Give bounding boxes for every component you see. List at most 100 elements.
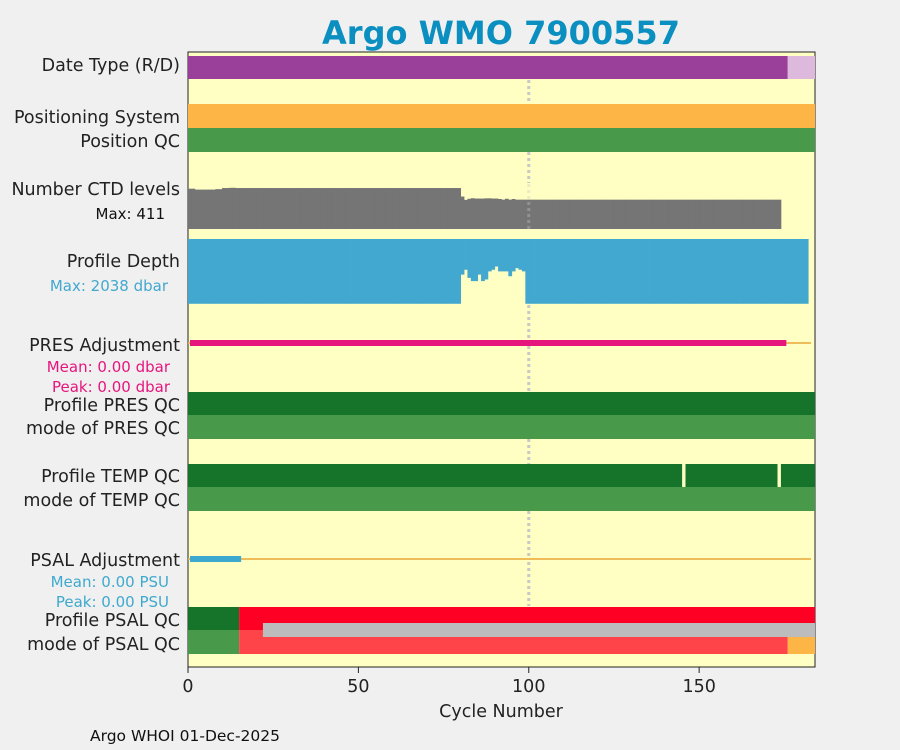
ctd-levels-bar (671, 199, 676, 229)
profile-depth-bar (630, 239, 635, 304)
profile-depth-bar (368, 239, 373, 304)
ctd-levels-bar (648, 199, 652, 229)
ctd-levels-bar (378, 188, 383, 229)
profile-depth-bar (365, 239, 370, 304)
profile-depth-bar (692, 239, 697, 304)
profile-depth-bar (228, 239, 233, 304)
profile_temp_qc-segment (780, 464, 815, 487)
date_type-label: Date Type (R/D) (42, 56, 180, 76)
profile-depth-bar (661, 239, 666, 304)
ctd-levels-bar (368, 188, 373, 229)
profile-depth-bar (566, 239, 571, 304)
profile-depth-bar (729, 239, 734, 304)
ctd-levels-bar (215, 189, 220, 229)
profile-depth-bar (535, 239, 540, 304)
ctd-levels-bar (300, 188, 305, 229)
profile-depth-bar (709, 239, 714, 304)
mode_temp_qc-label: mode of TEMP QC (23, 491, 180, 511)
profile-depth-bar (225, 239, 230, 304)
profile-depth-bar (774, 239, 778, 304)
profile-depth-bar (389, 239, 393, 304)
ctd-levels-bar (593, 199, 598, 229)
ctd-levels-bar (252, 188, 257, 229)
ctd-levels-bar (297, 188, 301, 229)
profile-depth-bar (194, 239, 199, 304)
ctd-levels-bar (341, 188, 346, 229)
ctd-levels-bar (348, 188, 352, 229)
profile-depth-bar (525, 239, 530, 304)
ctd-levels-max: Max: 411 (96, 205, 165, 223)
profile-depth-bar (218, 239, 223, 304)
ctd-levels-bar (307, 188, 312, 229)
ctd-levels-bar (446, 188, 451, 229)
profile-depth-bar (470, 239, 475, 282)
profile-depth-bar (511, 239, 516, 272)
profile-depth-bar (528, 239, 533, 304)
ctd-levels-bar (729, 199, 734, 229)
profile-depth-bar (671, 239, 676, 304)
profile-depth-bar (716, 239, 720, 304)
ctd-levels-bar (757, 199, 761, 229)
profile-depth-bar (416, 239, 421, 304)
x-tick-label: 50 (347, 677, 369, 697)
profile-depth-bar (259, 239, 264, 304)
profile-depth-bar (457, 239, 462, 304)
profile-depth-bar (620, 239, 625, 304)
ctd-levels-bar (201, 189, 206, 229)
ctd-levels-bar (337, 188, 342, 229)
x-tick-label: 100 (512, 677, 545, 697)
ctd-levels-bar (242, 188, 247, 229)
ctd-levels-bar (334, 188, 339, 229)
profile-depth-bar (579, 239, 584, 304)
profile-depth-bar (382, 239, 387, 304)
psal_adjustment-mean: Mean: 0.00 PSU (51, 573, 169, 591)
ctd-levels-bar (218, 189, 223, 229)
profile-depth-bar (324, 239, 329, 304)
profile-depth-bar (402, 239, 407, 304)
ctd-levels-bar (600, 199, 605, 229)
ctd-levels-bar (760, 199, 765, 229)
ctd-levels-bar (682, 199, 686, 229)
ctd-levels-bar (419, 188, 424, 229)
ctd-levels-bar (232, 187, 237, 229)
profile-depth-bar (498, 239, 502, 272)
ctd-levels-bar (344, 188, 349, 229)
pres_adjustment-label: PRES Adjustment (29, 336, 180, 356)
ctd-levels-bar (767, 199, 772, 229)
ctd-levels-bar (269, 188, 274, 229)
mode_pres_qc-segment (188, 415, 815, 439)
ctd-levels-bar (409, 188, 414, 229)
ctd-levels-bar (528, 199, 533, 229)
ctd-levels-bar (310, 188, 315, 229)
profile-depth-bar (637, 239, 642, 304)
ctd-levels-bar (746, 199, 751, 229)
profile-depth-bar (283, 239, 288, 304)
ctd-levels-bar (617, 199, 622, 229)
ctd-levels-bar (630, 199, 635, 229)
profile_depth-label: Profile Depth (67, 252, 180, 272)
profile-depth-bar (501, 239, 506, 272)
profile-depth-bar (440, 239, 444, 304)
ctd-levels-bar (716, 199, 720, 229)
profile-depth-bar (256, 239, 260, 304)
ctd-levels-bar (443, 188, 448, 229)
ctd-levels-bar (487, 198, 492, 229)
profile-depth-bar (484, 239, 489, 280)
profile-depth-bar (627, 239, 632, 304)
ctd-levels-bar (273, 188, 277, 229)
profile-depth-bar (736, 239, 741, 304)
ctd-levels-bar (668, 199, 673, 229)
ctd-levels-bar (504, 198, 509, 229)
psal_adjustment-peak: Peak: 0.00 PSU (56, 593, 169, 611)
ctd-levels-bar (262, 188, 267, 229)
ctd-levels-bar (774, 199, 778, 229)
profile-depth-bar (191, 239, 196, 304)
ctd-levels-bar (385, 188, 390, 229)
pres_adjustment-mean: Mean: 0.00 dbar (47, 358, 171, 376)
profile-depth-bar (665, 239, 669, 304)
profile-depth-bar (573, 239, 577, 304)
ctd-levels-bar (596, 199, 601, 229)
ctd-levels-bar (699, 199, 703, 229)
ctd-levels-bar (576, 199, 581, 229)
